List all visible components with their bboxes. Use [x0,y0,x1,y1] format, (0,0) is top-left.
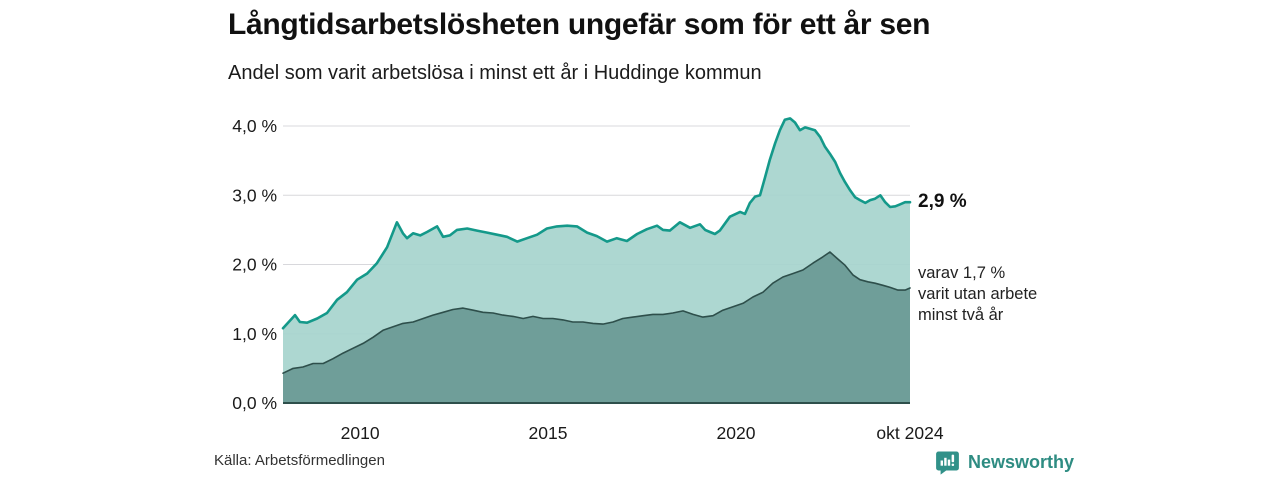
x-tick-label: 2015 [529,423,568,443]
y-tick-label: 2,0 % [232,255,277,275]
source-credit: Källa: Arbetsförmedlingen [214,452,385,469]
series-line-unemployed_min_1yr [281,117,912,330]
series-line-unemployed_min_2yr [282,251,911,374]
page-subtitle: Andel som varit arbetslösa i minst ett å… [228,62,762,84]
newsworthy-logo-icon [934,449,961,476]
x-tick-label: 2010 [341,423,380,443]
y-tick-label: 4,0 % [232,116,277,136]
series-end-value-label: 2,9 % [918,191,967,212]
series-area-unemployed_min_2yr [283,252,910,403]
brand-lockup: Newsworthy [934,449,1074,476]
series-part-annotation: varav 1,7 % varit utan arbete minst två … [918,264,1038,324]
y-tick-label: 3,0 % [232,185,277,205]
brand-name: Newsworthy [968,452,1075,472]
y-tick-label: 0,0 % [232,393,277,413]
y-tick-label: 1,0 % [232,324,277,344]
x-tick-label: 2020 [717,423,756,443]
page-title: Långtidsarbetslösheten ungefär som för e… [228,8,931,41]
x-tick-label: okt 2024 [876,423,943,443]
